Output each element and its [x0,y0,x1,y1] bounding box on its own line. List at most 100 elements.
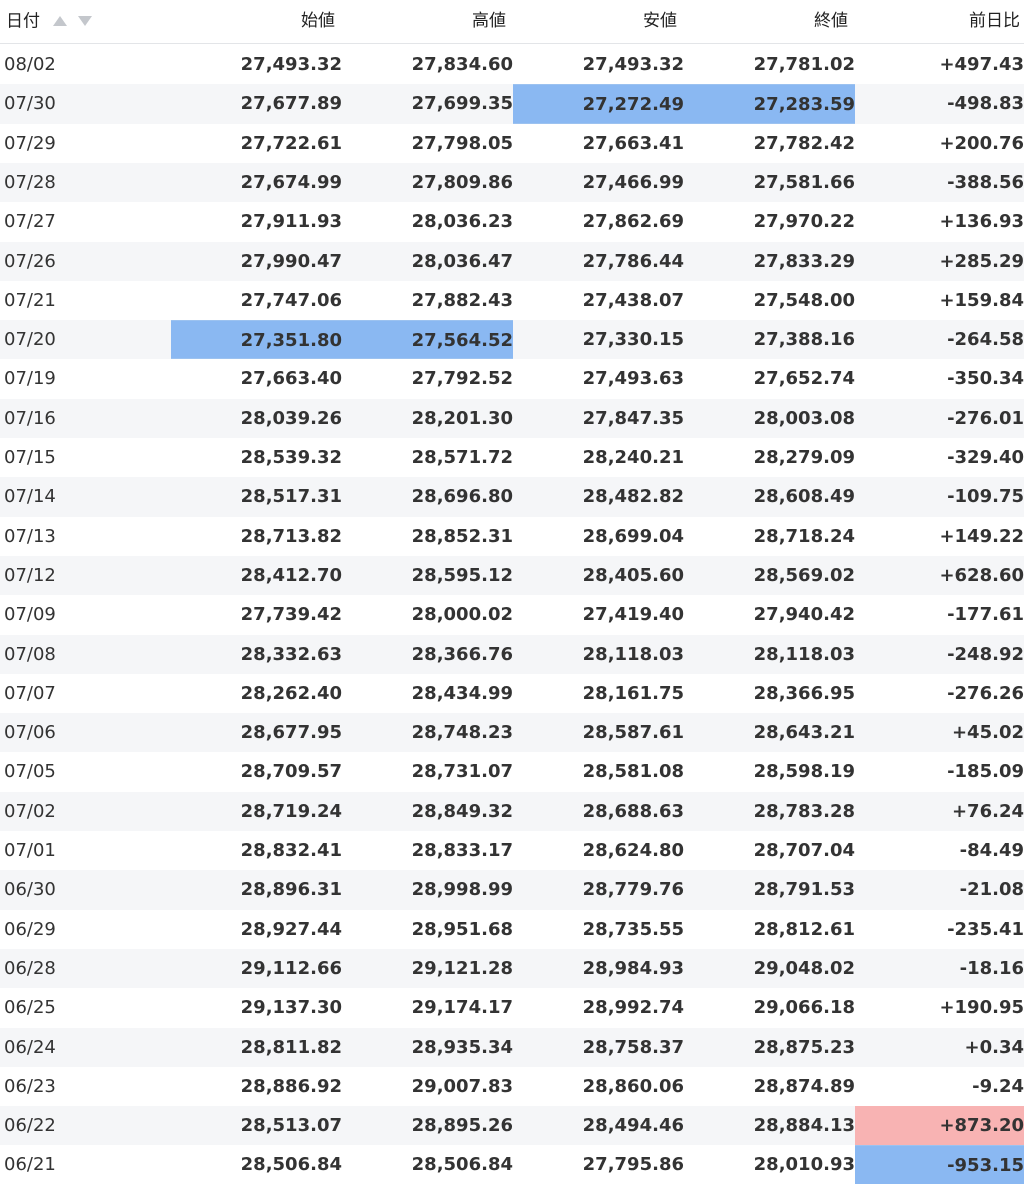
low-cell: 28,984.93 [582,957,684,979]
sort-descending-icon[interactable] [77,16,92,26]
high-cell: 28,849.32 [411,800,513,822]
date-cell: 07/21 [4,289,56,311]
close-cell: 28,718.24 [753,525,855,547]
header-high[interactable]: 高値 [472,11,506,31]
table-row[interactable]: 07/05 28,709.57 28,731.07 28,581.08 28,598.1… [0,752,1024,792]
open-cell: 27,722.61 [240,132,342,154]
close-cell: 28,874.89 [753,1075,855,1097]
change-cell: -276.01 [947,407,1024,429]
date-cell: 07/29 [4,132,56,154]
low-cell: 28,735.55 [582,918,684,940]
low-cell: 27,795.86 [582,1154,684,1176]
table-row[interactable]: 06/30 28,896.31 28,998.99 28,779.76 28,791.5… [0,870,1024,910]
close-cell: 28,003.08 [753,407,855,429]
date-cell: 06/28 [4,957,56,979]
header-close[interactable]: 終値 [814,11,848,31]
sort-control[interactable] [53,0,96,43]
table-row[interactable]: 07/27 27,911.93 28,036.23 27,862.69 27,970.2… [0,202,1024,242]
high-cell: 27,834.60 [411,54,513,75]
date-cell: 07/26 [4,250,56,272]
low-cell: 28,992.74 [582,997,684,1019]
table-row[interactable]: 06/29 28,927.44 28,951.68 28,735.55 28,812.6… [0,909,1024,949]
low-cell: 28,240.21 [582,447,684,468]
table-row[interactable]: 07/26 27,990.47 28,036.47 27,786.44 27,833.2… [0,241,1024,281]
table-row[interactable]: 07/19 27,663.40 27,792.52 27,493.63 27,652.7… [0,359,1024,399]
table-row[interactable]: 07/21 27,747.06 27,882.43 27,438.07 27,548.0… [0,280,1024,321]
open-cell: 28,713.82 [240,525,342,547]
high-cell: 28,201.30 [411,407,513,429]
high-cell: 29,121.28 [411,957,513,979]
high-cell: 28,852.31 [411,525,513,547]
date-cell: 07/20 [4,329,56,351]
high-cell: 28,731.07 [411,761,513,783]
date-cell: 06/24 [4,1036,56,1058]
table-row[interactable]: 07/01 28,832.41 28,833.17 28,624.80 28,707.0… [0,831,1024,871]
low-cell: 27,419.40 [582,604,684,626]
table-row[interactable]: 06/21 28,506.84 28,506.84 27,795.86 28,010.9… [0,1145,1024,1184]
table-row[interactable]: 07/30 27,677.89 27,699.35 27,272.49 27,283.5… [0,84,1024,124]
change-cell: -276.26 [947,682,1024,704]
table-row[interactable]: 07/29 27,722.61 27,798.05 27,663.41 27,782.4… [0,123,1024,163]
open-cell: 28,896.31 [240,879,342,901]
close-cell: 27,652.74 [753,368,855,390]
close-cell: 28,608.49 [753,486,855,508]
table-row[interactable]: 07/14 28,517.31 28,696.80 28,482.82 28,608.4… [0,477,1024,517]
date-cell: 06/25 [4,997,56,1019]
open-cell: 28,039.26 [240,407,342,429]
change-cell: +285.29 [939,250,1024,272]
low-cell: 27,493.63 [582,368,684,390]
open-cell: 28,832.41 [240,840,342,861]
high-cell: 28,036.47 [411,250,513,272]
date-cell: 07/27 [4,211,56,233]
close-cell: 29,048.02 [753,957,855,979]
high-cell: 27,809.86 [411,171,513,193]
date-cell: 07/02 [4,800,56,822]
sort-ascending-icon[interactable] [53,16,68,26]
table-row[interactable]: 06/24 28,811.82 28,935.34 28,758.37 28,875.2… [0,1027,1024,1067]
table-row[interactable]: 08/02 27,493.32 27,834.60 27,493.32 27,781.0… [0,45,1024,85]
table-row[interactable]: 07/13 28,713.82 28,852.31 28,699.04 28,718.2… [0,516,1024,556]
table-row[interactable]: 07/20 27,351.80 27,564.52 27,330.15 27,388.1… [0,320,1024,360]
table-row[interactable]: 07/09 27,739.42 28,000.02 27,419.40 27,940.4… [0,595,1024,635]
change-cell: +200.76 [939,132,1024,154]
open-cell: 28,811.82 [240,1036,342,1058]
low-cell: 27,862.69 [582,211,684,233]
low-cell: 27,493.32 [582,54,684,75]
date-cell: 06/21 [4,1154,56,1176]
table-row[interactable]: 06/22 28,513.07 28,895.26 28,494.46 28,884.1… [0,1106,1024,1146]
table-row[interactable]: 06/25 29,137.30 29,174.17 28,992.74 29,066.1… [0,988,1024,1028]
table-row[interactable]: 07/16 28,039.26 28,201.30 27,847.35 28,003.0… [0,398,1024,438]
table-row[interactable]: 06/23 28,886.92 29,007.83 28,860.06 28,874.8… [0,1066,1024,1107]
high-cell: 28,595.12 [411,564,513,586]
table-row[interactable]: 07/28 27,674.99 27,809.86 27,466.99 27,581.6… [0,162,1024,203]
open-cell: 28,332.63 [240,643,342,665]
table-row[interactable]: 07/06 28,677.95 28,748.23 28,587.61 28,643.2… [0,713,1024,753]
close-cell: 28,279.09 [753,447,855,468]
table-row[interactable]: 07/08 28,332.63 28,366.76 28,118.03 28,118.0… [0,634,1024,674]
date-cell: 06/29 [4,918,56,940]
table-row[interactable]: 07/02 28,719.24 28,849.32 28,688.63 28,783.2… [0,791,1024,831]
close-cell: 28,569.02 [753,564,855,586]
high-cell: 28,506.84 [411,1154,513,1176]
high-cell: 28,571.72 [411,447,513,468]
close-cell: 28,783.28 [753,800,855,822]
change-cell: -84.49 [959,840,1024,861]
date-cell: 07/19 [4,368,56,390]
date-cell: 07/06 [4,722,56,744]
low-cell: 28,482.82 [582,486,684,508]
close-cell: 28,884.13 [753,1115,855,1137]
header-change[interactable]: 前日比 [969,11,1020,31]
table-row[interactable]: 07/15 28,539.32 28,571.72 28,240.21 28,279.0… [0,438,1024,478]
high-cell: 28,833.17 [411,840,513,861]
close-cell: 27,548.00 [753,289,855,311]
table-row[interactable]: 06/28 29,112.66 29,121.28 28,984.93 29,048.0… [0,948,1024,989]
change-cell: -109.75 [947,486,1024,508]
table-row[interactable]: 07/07 28,262.40 28,434.99 28,161.75 28,366.9… [0,673,1024,714]
header-open[interactable]: 始値 [301,11,335,31]
header-date[interactable]: 日付 [6,0,166,43]
open-cell: 27,663.40 [240,368,342,390]
close-cell: 29,066.18 [753,997,855,1019]
table-row[interactable]: 07/12 28,412.70 28,595.12 28,405.60 28,569.0… [0,555,1024,596]
header-low[interactable]: 安値 [643,11,677,31]
